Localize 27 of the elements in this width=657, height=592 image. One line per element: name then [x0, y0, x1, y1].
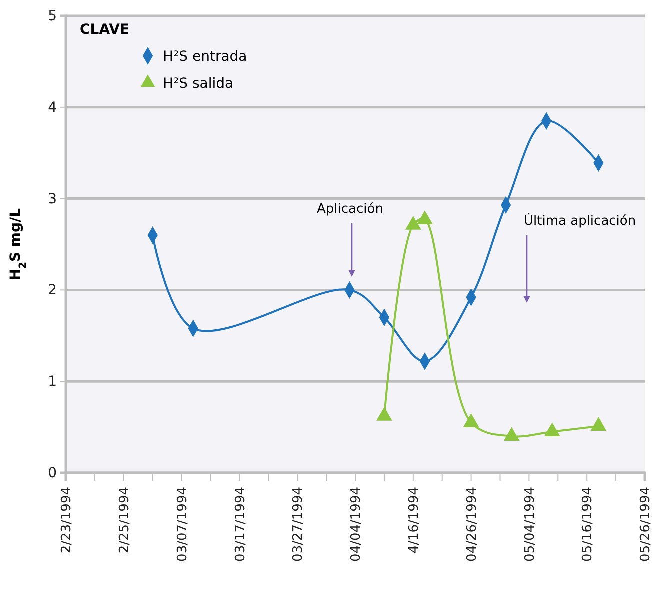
- x-tick-label: 2/23/1994: [60, 487, 75, 554]
- point: [376, 407, 392, 421]
- y-tick-label: 2: [48, 282, 57, 299]
- y-tick-label: 3: [48, 191, 57, 208]
- annotation: Última aplicación: [524, 212, 636, 229]
- y-tick-label: 0: [48, 465, 57, 482]
- y-tick-label: 5: [48, 8, 57, 24]
- annotation: Aplicación: [317, 202, 384, 217]
- x-tick-label: 4/16/1994: [406, 487, 422, 554]
- legend-label: H²S salida: [163, 76, 234, 92]
- legend-label: H²S entrada: [163, 49, 248, 65]
- point: [544, 422, 560, 436]
- x-tick-label: 04/04/1994: [349, 487, 364, 562]
- x-tick-label: 05/16/1994: [580, 487, 596, 562]
- point: [463, 414, 480, 428]
- y-tick-label: 4: [48, 100, 58, 116]
- x-tick-label: 05/26/1994: [638, 487, 654, 562]
- x-tick-label: 05/04/1994: [522, 487, 538, 562]
- y-tick-label: 1: [48, 374, 57, 390]
- x-tick-label: 03/07/1994: [175, 487, 190, 562]
- x-tick-label: 2/25/1994: [117, 487, 132, 554]
- point: [590, 417, 607, 431]
- x-tick-label: 03/17/1994: [233, 487, 248, 562]
- point: [504, 427, 520, 442]
- legend-title: CLAVE: [80, 22, 130, 38]
- x-tick-label: 03/27/1994: [291, 487, 306, 562]
- x-tick-label: 04/26/1994: [464, 487, 480, 562]
